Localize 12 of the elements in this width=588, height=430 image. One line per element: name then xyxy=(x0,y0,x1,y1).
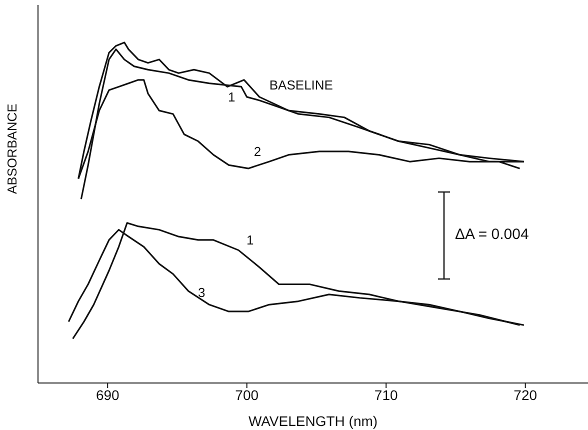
series-label: 1 xyxy=(228,89,236,104)
series-label: 3 xyxy=(198,285,206,300)
x-tick-label: 690 xyxy=(96,386,120,403)
x-axis-title: WAVELENGTH (nm) xyxy=(248,413,378,429)
series-label: BASELINE xyxy=(269,77,334,92)
annotation: ΔA = 0.004 xyxy=(455,226,529,243)
series-label: 2 xyxy=(254,144,262,160)
x-tick-label: 700 xyxy=(235,386,259,403)
y-axis-title: ABSORBANCE xyxy=(4,103,20,194)
x-tick-label: 720 xyxy=(514,386,538,403)
x-tick-label: 710 xyxy=(374,386,398,403)
series-label: 1 xyxy=(246,232,254,248)
